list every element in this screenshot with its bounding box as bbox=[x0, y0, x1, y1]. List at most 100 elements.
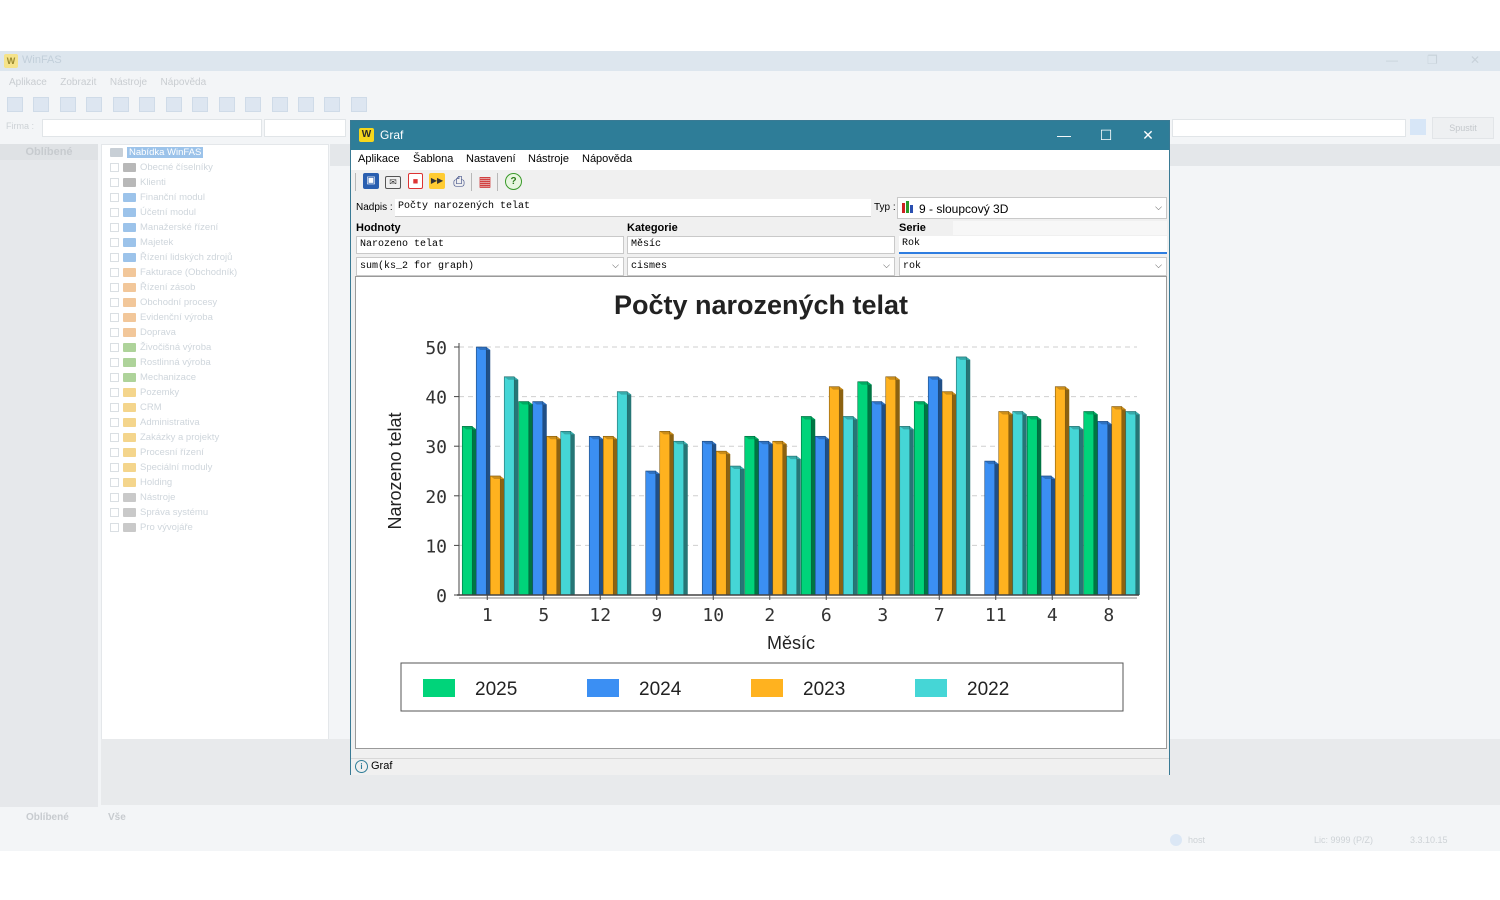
bg-menu-nastroje: Nástroje bbox=[109, 77, 148, 88]
bar-2025-1 bbox=[461, 426, 477, 596]
bar-face bbox=[702, 441, 713, 595]
bar-face bbox=[1012, 411, 1023, 595]
bar-top bbox=[462, 426, 477, 430]
bg-tree-item: Manažerské řízení bbox=[110, 222, 218, 236]
mail-icon[interactable]: ✉ bbox=[385, 176, 401, 189]
folder-icon bbox=[123, 177, 136, 187]
menu-nastaveni[interactable]: Nastavení bbox=[466, 153, 516, 165]
save-icon[interactable]: ▣ bbox=[363, 173, 379, 189]
bg-toolbar-icon bbox=[33, 97, 50, 112]
help-icon[interactable]: ? bbox=[505, 173, 522, 190]
export-icon[interactable]: ▶▶ bbox=[429, 173, 445, 189]
bar-side bbox=[1135, 411, 1140, 595]
bg-statusbar: host Lic: 9999 (P/Z) 3.3.10.15 bbox=[0, 833, 1500, 849]
bar-side bbox=[1065, 386, 1070, 595]
menu-napoveda[interactable]: Nápověda bbox=[582, 153, 633, 165]
expand-icon bbox=[110, 162, 119, 172]
bar-2023-9 bbox=[659, 431, 674, 596]
winfas-logo-icon: W bbox=[359, 128, 374, 142]
bg-toolbar-icon bbox=[350, 97, 367, 112]
bg-tree-item-label: Administrativa bbox=[140, 417, 200, 428]
bar-2024-4 bbox=[1040, 475, 1056, 596]
bar-face bbox=[758, 441, 769, 595]
pdf-icon[interactable]: ■ bbox=[408, 173, 423, 189]
bar-2023-11 bbox=[998, 411, 1013, 596]
kategorie-expr-select[interactable]: cismes ⌵ bbox=[627, 257, 895, 276]
folder-icon bbox=[123, 252, 136, 262]
bar-2022-11 bbox=[1012, 411, 1027, 596]
minimize-button[interactable]: — bbox=[1057, 127, 1071, 143]
bar-2025-6 bbox=[800, 416, 816, 596]
bar-2022-4 bbox=[1068, 426, 1084, 596]
bar-top bbox=[659, 431, 674, 435]
bar-side bbox=[966, 356, 971, 595]
typ-select[interactable]: 9 - sloupcový 3D ⌵ bbox=[897, 197, 1167, 219]
bar-side bbox=[924, 401, 929, 595]
expand-icon bbox=[110, 462, 119, 472]
bg-toolbar-icon bbox=[86, 97, 103, 112]
bar-2025-5 bbox=[518, 401, 533, 596]
bar-side bbox=[825, 436, 830, 595]
bar-top bbox=[815, 436, 830, 440]
bar-top bbox=[829, 386, 844, 390]
kategorie-input[interactable]: Měsíc bbox=[627, 236, 895, 254]
maximize-button[interactable]: ☐ bbox=[1099, 127, 1113, 143]
nadpis-input[interactable]: Počty narozených telat bbox=[395, 199, 871, 217]
bar-top bbox=[1125, 411, 1140, 415]
bar-top bbox=[1055, 386, 1070, 390]
bg-tree-item: Zakázky a projekty bbox=[110, 432, 219, 446]
bar-2022-10 bbox=[729, 465, 745, 596]
bar-face bbox=[786, 456, 797, 595]
serie-expr-select[interactable]: rok ⌵ bbox=[899, 257, 1167, 276]
print-icon[interactable]: ⎙ bbox=[453, 173, 465, 189]
chart-bars bbox=[461, 346, 1140, 596]
hodnoty-expr-select[interactable]: sum(ks_2 for graph) ⌵ bbox=[356, 257, 624, 276]
y-tick-label: 30 bbox=[425, 437, 447, 458]
bar-side bbox=[811, 416, 816, 595]
bar-face bbox=[730, 466, 741, 595]
expand-icon bbox=[110, 402, 119, 412]
menu-aplikace[interactable]: Aplikace bbox=[358, 153, 400, 165]
folder-icon bbox=[123, 162, 136, 172]
bar-side bbox=[500, 475, 505, 595]
bar-face bbox=[617, 391, 628, 595]
bar-side bbox=[1022, 411, 1027, 595]
bar-2024-10 bbox=[701, 440, 717, 596]
bg-toolbar-icon bbox=[165, 97, 182, 112]
bg-toolbar-icon bbox=[297, 97, 314, 112]
x-tick-label: 10 bbox=[702, 605, 724, 626]
bar-side bbox=[740, 466, 745, 595]
dialog-titlebar[interactable]: W Graf — ☐ ✕ bbox=[351, 121, 1169, 150]
bar-side bbox=[486, 347, 491, 595]
bar-face bbox=[532, 401, 543, 595]
menu-sablona[interactable]: Šablona bbox=[413, 153, 454, 165]
bar-side bbox=[683, 441, 688, 595]
hodnoty-input[interactable]: Narozeno telat bbox=[356, 236, 624, 254]
bar-top bbox=[758, 441, 773, 445]
bar-face bbox=[772, 441, 783, 595]
bar-2024-3 bbox=[871, 401, 886, 596]
close-button[interactable]: ✕ bbox=[1142, 127, 1154, 143]
bar-2023-3 bbox=[885, 376, 900, 596]
bg-tree-item-label: Živočišná výroba bbox=[140, 342, 212, 353]
bg-tree-item: Speciální moduly bbox=[110, 462, 212, 476]
bar-2022-6 bbox=[842, 416, 858, 596]
bar-side bbox=[669, 431, 674, 595]
menu-nastroje[interactable]: Nástroje bbox=[528, 153, 569, 165]
typ-label: Typ : bbox=[874, 202, 896, 213]
bg-tree-item-label: Manažerské řízení bbox=[140, 222, 219, 233]
folder-icon bbox=[123, 447, 136, 457]
bg-tree-item: Majetek bbox=[110, 237, 173, 251]
serie-input[interactable]: Rok bbox=[899, 236, 1167, 254]
bar-2024-9 bbox=[645, 470, 660, 596]
bar-2022-7 bbox=[955, 356, 971, 596]
grid-icon[interactable]: ▦ bbox=[478, 173, 492, 189]
folder-icon bbox=[123, 267, 136, 277]
bg-tree-item: Řízení lidských zdrojů bbox=[110, 252, 232, 266]
bar-face bbox=[801, 416, 812, 595]
folder-icon bbox=[123, 192, 136, 202]
bg-status-user: host bbox=[1188, 835, 1206, 845]
bar-side bbox=[472, 426, 477, 595]
bg-tree-item-label: Evidenční výroba bbox=[140, 312, 213, 323]
bar-side bbox=[754, 436, 759, 595]
